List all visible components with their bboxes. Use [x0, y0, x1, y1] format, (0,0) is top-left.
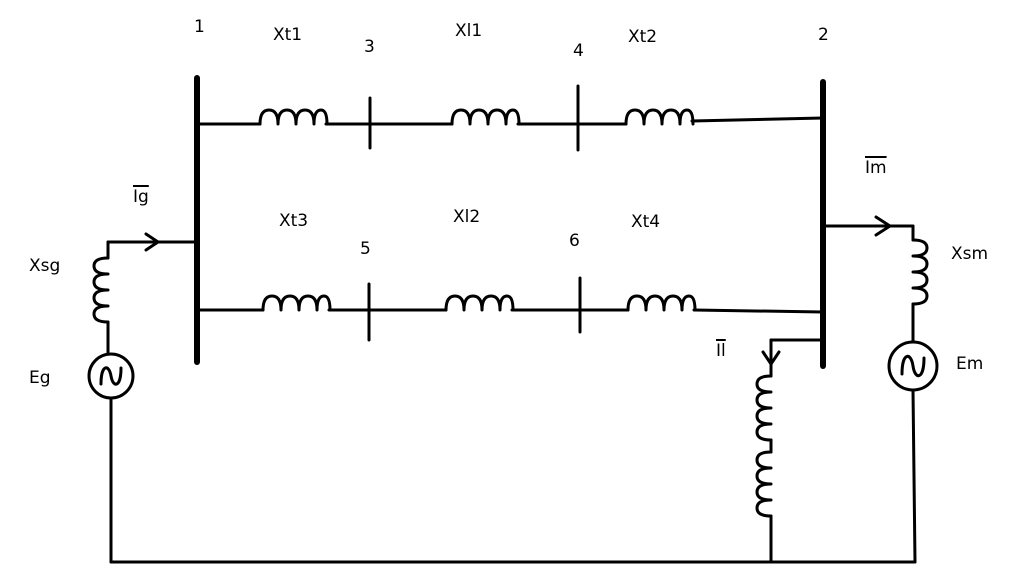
- inductor-xt1: [258, 108, 329, 126]
- xt3-label: Xt3: [279, 211, 309, 231]
- inductor-xt3: [261, 294, 332, 312]
- inductor-load-1: [755, 374, 773, 442]
- xt1-label: Xt1: [273, 25, 303, 45]
- ig-arrow: [144, 232, 160, 252]
- motor-wire-bottom: [911, 388, 917, 564]
- xt2-label: Xt2: [628, 27, 658, 47]
- il-arrow: [761, 350, 781, 366]
- inductor-xl2: [444, 294, 515, 312]
- inductor-xt4: [626, 294, 697, 312]
- bus-2-label: 2: [818, 25, 829, 45]
- inductor-xsg: [92, 256, 110, 324]
- xsm-label: Xsm: [951, 244, 989, 264]
- il-current-label: Il: [716, 341, 726, 361]
- generator-sine-icon: [99, 366, 123, 386]
- bus-4-label: 4: [573, 41, 584, 61]
- xt4-label: Xt4: [631, 212, 661, 232]
- inductor-xt2: [624, 108, 695, 126]
- im-arrow: [874, 215, 892, 237]
- eg-label: Eg: [29, 368, 51, 388]
- bus-6-label: 6: [569, 231, 580, 251]
- xl2-label: Xl2: [453, 207, 481, 227]
- xsg-label: Xsg: [29, 256, 61, 276]
- im-current-label: Im: [865, 158, 887, 178]
- ig-current-label: Ig: [133, 187, 149, 207]
- bus-3-label: 3: [364, 37, 375, 57]
- inductor-xl1: [450, 108, 521, 126]
- inductor-load-2: [755, 450, 773, 518]
- inductor-xsm: [911, 238, 929, 306]
- xl1-label: Xl1: [455, 21, 483, 41]
- bottom-wire-4: [692, 308, 825, 314]
- bus-5-label: 5: [360, 239, 371, 259]
- top-wire-4: [690, 116, 825, 123]
- motor-sine-icon: [900, 355, 926, 377]
- bus-1-label: 1: [194, 17, 205, 37]
- em-label: Em: [956, 354, 984, 374]
